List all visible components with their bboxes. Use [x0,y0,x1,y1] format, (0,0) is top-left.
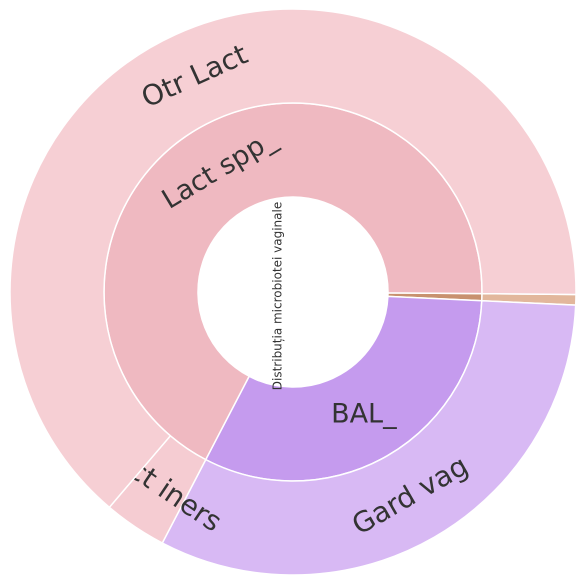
chart-title: Distribuția microbiotei vaginale [271,202,285,390]
outer-segment [9,8,577,509]
segment-label: BAL_ [331,399,397,430]
outer-segment [161,299,577,575]
